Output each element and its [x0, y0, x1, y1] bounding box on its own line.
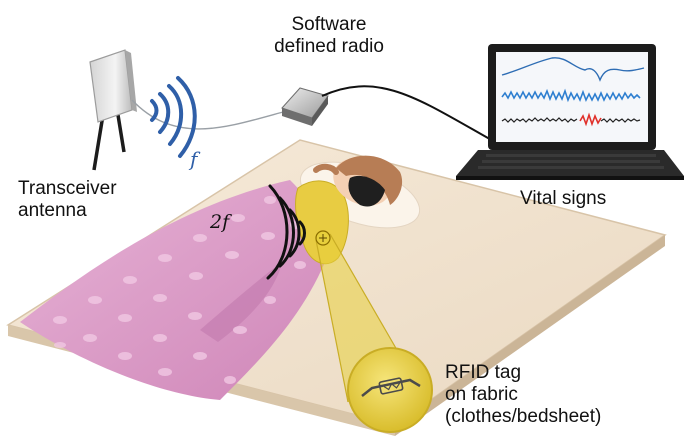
- transceiver-label: Transceiver antenna: [18, 178, 117, 222]
- transceiver-label-line1: Transceiver: [18, 178, 117, 199]
- trace-bottom-highlight: [579, 112, 602, 127]
- trace-bottom-right: [600, 118, 641, 123]
- tx-wave-icon: [150, 76, 197, 158]
- laptop: [456, 44, 684, 180]
- rfid-label-line2: on fabric: [445, 384, 518, 405]
- sleeping-person: [295, 155, 403, 265]
- rfid-label-line1: RFID tag: [445, 362, 522, 383]
- freq-f-label: f: [188, 147, 201, 171]
- trace-middle: [501, 88, 641, 103]
- trace-bottom-left: [501, 117, 578, 123]
- rfid-tag: [315, 230, 433, 433]
- transceiver-label-line2: antenna: [18, 200, 87, 221]
- software-defined-radio: [281, 87, 329, 126]
- sdr-label: Software defined radio: [254, 14, 404, 58]
- antenna-cable: [131, 99, 284, 130]
- trace-top: [501, 57, 645, 82]
- sdr-label-line2: defined radio: [274, 36, 384, 57]
- rfid-label-line3: (clothes/bedsheet): [445, 406, 602, 427]
- bedsheet: [20, 180, 327, 400]
- sdr-label-line1: Software: [291, 14, 367, 35]
- freq-2f-label: 2f: [209, 211, 232, 233]
- vital-signs-label: Vital signs: [520, 188, 607, 209]
- transceiver-antenna: [89, 49, 137, 171]
- usb-cable: [321, 85, 496, 143]
- rfid-tag-zoom: [347, 347, 433, 433]
- backscatter-wave-icon: [266, 184, 306, 280]
- rfid-label: RFID tag on fabric (clothes/bedsheet): [445, 362, 601, 428]
